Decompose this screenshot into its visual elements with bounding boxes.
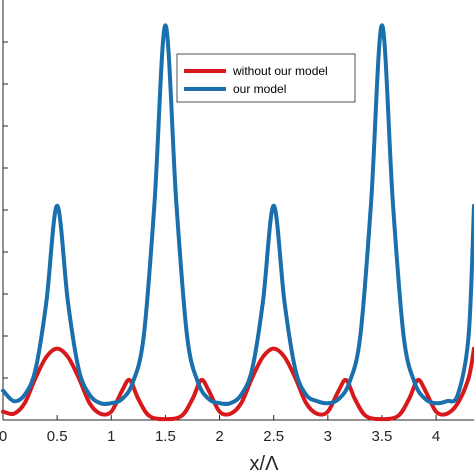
legend-box (176, 53, 356, 103)
legend: without our model our model (176, 53, 356, 103)
ticks: 00.511.522.533.544. (0, 41, 440, 445)
series-line-our-model (1, 23, 474, 406)
x-tick-label: 2 (215, 428, 223, 445)
x-tick-label: 4 (432, 428, 440, 445)
x-tick-label: 0.5 (47, 428, 68, 445)
x-axis-label: x/Λ (250, 453, 280, 474)
series-group (1, 23, 474, 422)
series-line-without-model (1, 346, 474, 422)
x-tick-label: 3.5 (372, 428, 393, 445)
legend-label-our-model: our model (233, 82, 286, 96)
legend-label-without-model: without our model (232, 64, 328, 78)
x-tick-label: 1.5 (155, 428, 176, 445)
x-tick-label: 2.5 (263, 428, 284, 445)
x-tick-label: 1 (107, 428, 115, 445)
x-tick-label: 3 (324, 428, 332, 445)
x-tick-label: 0 (0, 428, 7, 445)
